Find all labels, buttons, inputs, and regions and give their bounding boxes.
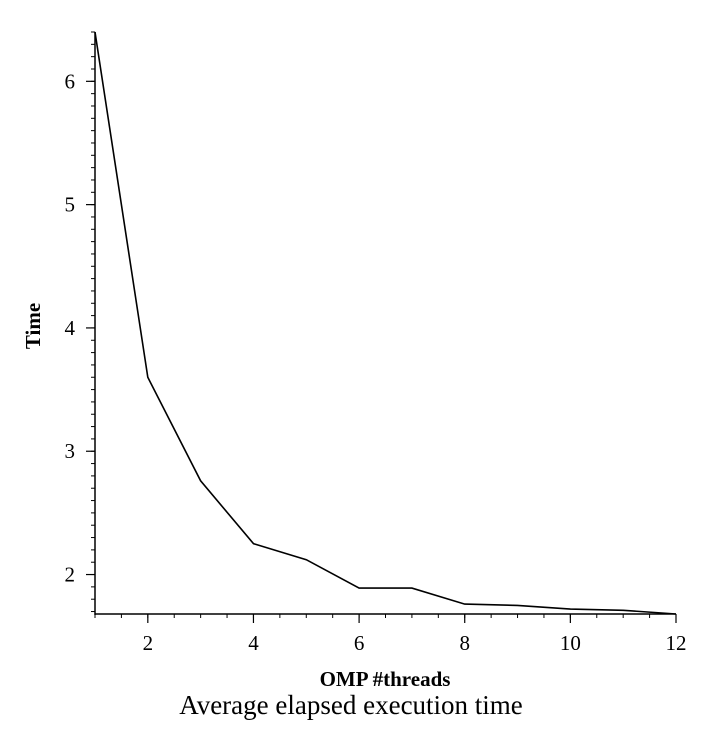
series-layer	[94, 31, 677, 615]
x-axis-title: OMP #threads	[320, 667, 451, 690]
x-tick-label: 4	[248, 631, 259, 655]
y-tick-label: 2	[65, 563, 76, 587]
x-tick-label: 6	[354, 631, 365, 655]
tick-labels: 2 3 4 5 6 2 4 6 8 10 12	[65, 69, 687, 655]
major-ticks	[86, 80, 677, 623]
x-tick-label: 2	[143, 631, 154, 655]
x-tick-label: 8	[459, 631, 470, 655]
series-line-0	[94, 31, 677, 615]
x-tick-label: 12	[666, 631, 687, 655]
x-tick-label: 10	[560, 631, 581, 655]
figure-caption: Average elapsed execution time	[179, 690, 523, 720]
y-tick-label: 4	[65, 316, 76, 340]
minor-ticks	[91, 31, 677, 618]
y-tick-label: 5	[65, 193, 76, 217]
y-tick-label: 6	[65, 69, 76, 93]
y-axis-title: Time	[21, 303, 45, 349]
y-tick-label: 3	[65, 439, 76, 463]
line-chart: 2 3 4 5 6 2 4 6 8 10 12 OMP #threads Time	[21, 31, 687, 690]
